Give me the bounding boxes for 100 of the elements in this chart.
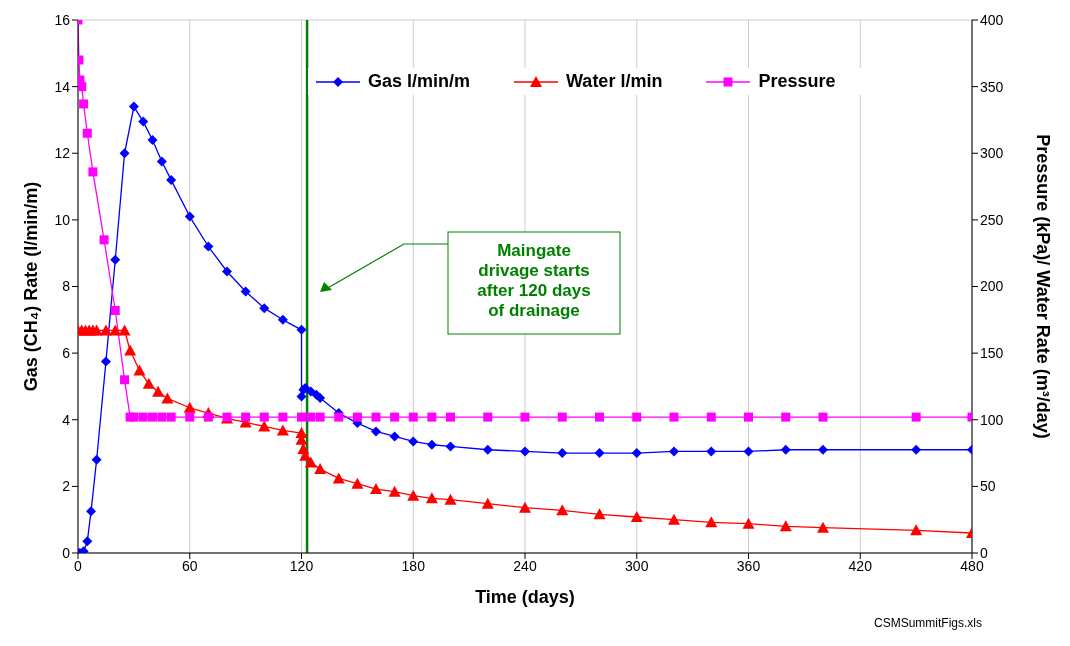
- point: [185, 412, 195, 422]
- point: [483, 412, 493, 422]
- y-tick-label: 16: [54, 11, 71, 28]
- y2-tick-label: 150: [980, 345, 1004, 362]
- x-tick-label: 360: [736, 557, 761, 574]
- point: [166, 412, 176, 422]
- x-tick-label: 60: [181, 557, 198, 574]
- point: [781, 412, 791, 422]
- x-tick-label: 180: [401, 557, 426, 574]
- point: [743, 446, 754, 457]
- point: [129, 412, 139, 422]
- point: [446, 412, 455, 422]
- point: [156, 156, 167, 167]
- point: [110, 305, 120, 315]
- point: [203, 241, 214, 252]
- y2-axis-title: Pressure (kPa)/ Water Rate (m³/day): [1032, 134, 1053, 439]
- point: [240, 286, 251, 297]
- point: [315, 412, 325, 422]
- x-tick-label: 120: [289, 557, 314, 574]
- point: [161, 392, 174, 404]
- point: [138, 412, 148, 422]
- point: [157, 412, 167, 422]
- point: [147, 134, 158, 145]
- point: [278, 412, 288, 422]
- point: [556, 504, 569, 516]
- text: CSMSummitFigs.xls: [873, 616, 982, 630]
- point: [370, 483, 382, 495]
- point: [304, 456, 317, 468]
- point: [306, 412, 316, 422]
- y-tick-label: 0: [62, 544, 71, 561]
- point: [277, 314, 288, 325]
- point: [630, 511, 643, 523]
- point: [110, 254, 121, 265]
- point: [910, 524, 923, 536]
- point: [519, 501, 531, 513]
- point: [78, 82, 87, 92]
- point: [184, 211, 195, 222]
- x-tick-label: 0: [74, 557, 83, 574]
- point: [427, 412, 437, 422]
- point: [99, 235, 109, 245]
- point: [276, 424, 289, 436]
- point: [388, 485, 401, 497]
- x-axis-title: Time (days): [475, 587, 575, 607]
- point: [744, 412, 753, 422]
- point: [668, 513, 680, 525]
- point: [86, 506, 97, 517]
- x-tick-label: 300: [625, 557, 649, 574]
- y-tick-label: 8: [62, 278, 71, 295]
- point: [706, 446, 717, 457]
- point: [481, 497, 494, 509]
- x-tick-label: 240: [513, 557, 537, 574]
- point: [742, 517, 755, 529]
- point: [669, 412, 679, 422]
- y-tick-label: 2: [62, 478, 71, 495]
- point: [557, 412, 567, 422]
- point: [258, 420, 271, 432]
- point: [152, 385, 165, 397]
- point: [91, 454, 102, 465]
- y-axis-title: Gas (CH₄) Rate (l/min/m): [21, 181, 42, 392]
- point: [79, 99, 89, 109]
- point: [706, 412, 716, 422]
- y-tick-label: 12: [54, 145, 71, 162]
- point: [407, 489, 420, 501]
- point: [557, 448, 568, 459]
- point: [124, 344, 137, 356]
- point: [314, 463, 327, 475]
- legend-label: Gas l/min/m: [368, 71, 471, 92]
- point: [445, 441, 456, 452]
- point: [120, 375, 130, 385]
- point: [119, 148, 130, 159]
- point: [259, 412, 269, 422]
- y-tick-label: 6: [62, 345, 71, 362]
- point: [390, 412, 400, 422]
- point: [669, 446, 679, 457]
- x-tick-label: 420: [848, 557, 873, 574]
- point: [632, 412, 642, 422]
- point: [408, 436, 419, 447]
- point: [911, 412, 921, 422]
- y2-tick-label: 250: [980, 211, 1004, 228]
- point: [296, 324, 307, 335]
- y2-tick-label: 300: [980, 145, 1004, 162]
- point: [183, 401, 196, 413]
- point: [166, 174, 177, 185]
- point: [128, 101, 139, 112]
- point: [705, 516, 718, 528]
- point: [371, 426, 381, 437]
- point: [408, 412, 418, 422]
- point: [88, 167, 98, 177]
- point: [241, 412, 251, 422]
- y2-tick-label: 400: [980, 11, 1004, 28]
- point: [817, 521, 829, 533]
- point: [426, 439, 437, 450]
- point: [444, 493, 457, 505]
- point: [332, 472, 345, 484]
- point: [138, 116, 149, 127]
- point: [222, 266, 232, 277]
- point: [82, 536, 93, 547]
- point: [305, 386, 316, 397]
- point: [118, 324, 131, 336]
- point: [371, 412, 381, 422]
